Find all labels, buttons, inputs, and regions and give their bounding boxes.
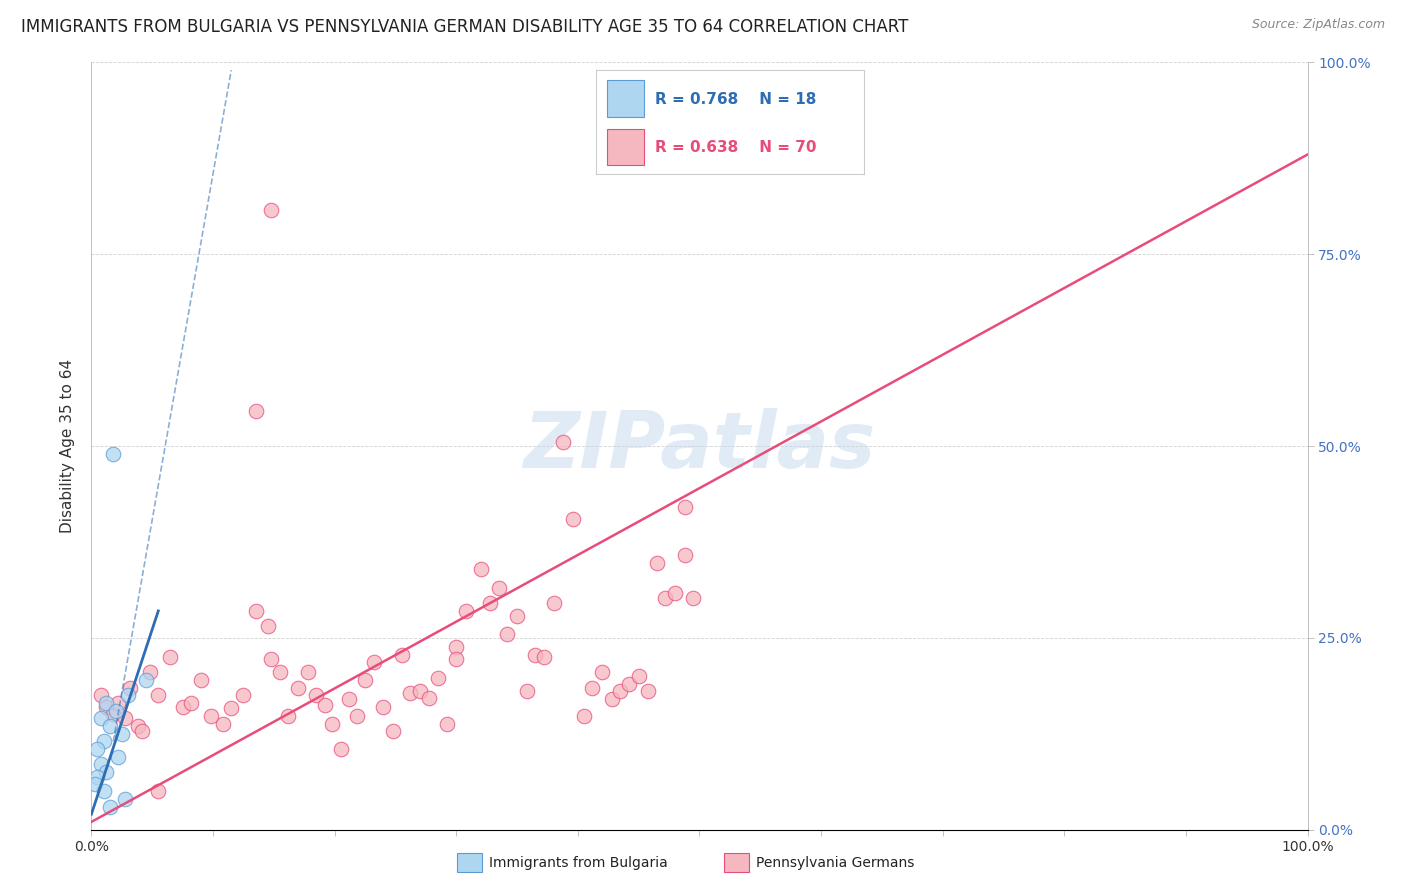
Point xyxy=(172,699,194,714)
Point xyxy=(645,556,668,570)
Point xyxy=(354,673,377,687)
Point xyxy=(321,716,343,731)
Point xyxy=(148,784,170,798)
Point xyxy=(479,596,502,610)
Point xyxy=(107,696,129,710)
Point xyxy=(436,716,458,731)
Point xyxy=(454,604,477,618)
Point xyxy=(673,500,696,515)
Text: Immigrants from Bulgaria: Immigrants from Bulgaria xyxy=(489,855,668,870)
Text: Pennsylvania Germans: Pennsylvania Germans xyxy=(756,855,915,870)
Point xyxy=(533,649,555,664)
Point xyxy=(245,604,267,618)
Point xyxy=(329,742,352,756)
Text: IMMIGRANTS FROM BULGARIA VS PENNSYLVANIA GERMAN DISABILITY AGE 35 TO 64 CORRELAT: IMMIGRANTS FROM BULGARIA VS PENNSYLVANIA… xyxy=(21,18,908,36)
Point xyxy=(664,586,686,600)
Point xyxy=(211,716,233,731)
Point xyxy=(682,591,704,605)
Point xyxy=(399,686,422,700)
Point xyxy=(277,709,299,723)
Point xyxy=(190,673,212,687)
Point xyxy=(617,677,640,691)
Point xyxy=(94,699,117,714)
Point xyxy=(111,726,134,740)
Point xyxy=(90,711,112,725)
Point xyxy=(127,719,149,733)
Point xyxy=(245,404,267,418)
Point xyxy=(524,648,547,662)
Point xyxy=(107,749,129,764)
Point xyxy=(444,640,467,654)
Point xyxy=(600,692,623,706)
Point xyxy=(131,724,153,739)
Point xyxy=(94,696,117,710)
Point xyxy=(84,776,107,790)
Point xyxy=(409,684,432,698)
Point xyxy=(93,784,115,798)
Point xyxy=(496,627,519,641)
Point xyxy=(103,447,125,461)
Point xyxy=(114,792,136,806)
Point xyxy=(382,724,405,739)
Point xyxy=(94,765,117,780)
Point xyxy=(86,771,108,785)
Point xyxy=(637,684,659,698)
Point xyxy=(104,704,127,718)
Point xyxy=(90,689,112,703)
Point xyxy=(120,681,142,695)
Point xyxy=(470,562,492,576)
Point xyxy=(627,669,650,683)
Point xyxy=(488,581,510,595)
Point xyxy=(363,656,385,670)
Point xyxy=(159,649,181,664)
Point xyxy=(506,609,529,624)
Point xyxy=(180,696,202,710)
Point xyxy=(260,202,283,217)
Point xyxy=(427,671,450,685)
Point xyxy=(314,698,336,713)
Point xyxy=(572,709,595,723)
Point xyxy=(581,681,603,695)
Text: Source: ZipAtlas.com: Source: ZipAtlas.com xyxy=(1251,18,1385,31)
Point xyxy=(90,757,112,772)
Point xyxy=(117,689,139,703)
Point xyxy=(673,548,696,562)
Point xyxy=(562,512,585,526)
Y-axis label: Disability Age 35 to 64: Disability Age 35 to 64 xyxy=(60,359,76,533)
Point xyxy=(256,619,278,633)
Point xyxy=(297,665,319,680)
Point xyxy=(103,707,125,722)
Point xyxy=(135,673,157,687)
Point xyxy=(232,689,254,703)
Point xyxy=(609,684,631,698)
Point xyxy=(444,652,467,666)
Point xyxy=(269,665,291,680)
Point xyxy=(516,684,538,698)
Point xyxy=(86,742,108,756)
Point xyxy=(543,596,565,610)
Point xyxy=(200,709,222,723)
Point xyxy=(373,699,395,714)
Point xyxy=(93,734,115,748)
Point xyxy=(337,692,360,706)
Text: ZIPatlas: ZIPatlas xyxy=(523,408,876,484)
Point xyxy=(219,701,242,715)
Point xyxy=(139,665,162,680)
Point xyxy=(654,591,676,605)
Point xyxy=(305,689,328,703)
Point xyxy=(260,652,283,666)
Point xyxy=(346,709,368,723)
Point xyxy=(418,690,440,705)
Point xyxy=(98,719,121,733)
Point xyxy=(591,665,613,680)
Point xyxy=(148,689,170,703)
Point xyxy=(553,435,575,450)
Point xyxy=(287,681,309,695)
Point xyxy=(391,648,413,662)
Point xyxy=(98,799,121,814)
Point xyxy=(114,711,136,725)
